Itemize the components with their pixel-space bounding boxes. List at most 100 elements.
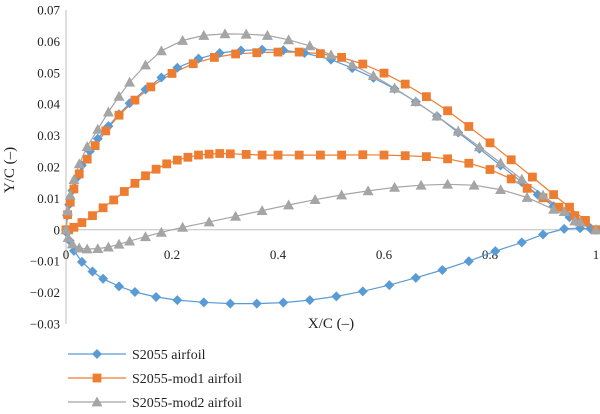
data-point — [559, 223, 570, 234]
data-point — [114, 110, 124, 120]
series-line-2 — [65, 51, 597, 231]
data-point — [389, 181, 401, 192]
data-point — [574, 216, 586, 227]
data-point — [241, 150, 251, 159]
data-point — [124, 76, 136, 87]
data-point — [565, 202, 574, 212]
data-point — [151, 164, 161, 174]
data-point — [410, 96, 422, 107]
data-point — [69, 222, 79, 232]
data-point — [278, 297, 289, 308]
data-point — [337, 53, 346, 62]
y-tick-label: 0.04 — [37, 97, 60, 112]
data-point — [485, 165, 495, 174]
data-point — [62, 205, 74, 216]
data-point — [537, 189, 549, 200]
y-tick-labels: −0.03 −0.02 −0.01 0 0.01 0.02 0.03 0.04 0.05 0.06… — [30, 3, 61, 332]
data-point — [443, 106, 452, 116]
data-point — [114, 281, 124, 292]
x-tick-label: 0.2 — [164, 247, 180, 262]
data-point — [64, 189, 76, 200]
data-point — [389, 82, 401, 93]
data-point — [452, 125, 464, 136]
data-point — [256, 205, 268, 216]
data-point — [203, 216, 215, 227]
data-point — [146, 82, 156, 92]
data-point — [177, 34, 189, 45]
data-point — [464, 158, 474, 168]
data-point — [590, 224, 600, 235]
data-point — [379, 68, 389, 78]
y-tick-label: 0.07 — [37, 3, 60, 18]
x-tick-label: 0.4 — [270, 247, 287, 262]
data-point — [215, 149, 225, 158]
data-point — [240, 28, 252, 39]
data-point — [331, 291, 342, 302]
data-point — [431, 110, 443, 121]
data-point — [309, 194, 321, 205]
data-point — [231, 49, 240, 59]
data-point — [113, 90, 125, 101]
data-point — [283, 34, 295, 45]
data-point — [548, 203, 560, 214]
y-tick-label: −0.02 — [30, 285, 60, 300]
data-point — [69, 184, 79, 194]
data-point — [506, 155, 516, 165]
series-markers — [60, 28, 600, 309]
legend-entry: S2055 airfoil — [68, 348, 206, 363]
data-point — [124, 235, 136, 246]
data-point — [443, 154, 452, 164]
data-point — [101, 126, 111, 136]
data-point — [140, 231, 151, 242]
data-point — [490, 246, 501, 257]
data-point — [92, 133, 103, 144]
data-point — [98, 203, 108, 213]
data-point — [141, 171, 150, 181]
data-point — [140, 59, 151, 70]
series-markers-2 — [61, 47, 600, 235]
data-point — [528, 172, 537, 182]
data-point — [357, 286, 368, 297]
data-point — [294, 150, 304, 160]
data-point — [521, 191, 533, 202]
data-point — [273, 47, 283, 57]
x-tick-label: 1 — [593, 247, 600, 262]
data-point — [464, 122, 474, 131]
data-point — [273, 150, 283, 160]
data-point — [65, 197, 75, 207]
data-point — [210, 53, 219, 62]
data-point — [76, 256, 87, 267]
data-point — [522, 183, 532, 193]
legend-label: S2055-mod1 airfoil — [132, 372, 242, 387]
data-point — [442, 178, 454, 189]
data-point — [410, 272, 421, 283]
data-point — [516, 173, 528, 184]
data-point — [346, 59, 358, 70]
data-point — [225, 149, 235, 159]
data-point — [379, 150, 389, 160]
data-point — [468, 179, 480, 190]
x-tick-label: 0 — [63, 247, 70, 262]
data-point — [506, 174, 516, 184]
data-point — [198, 29, 210, 40]
data-point — [130, 95, 140, 105]
data-point — [384, 280, 395, 291]
data-point — [554, 202, 564, 212]
data-point — [87, 266, 98, 277]
data-point — [422, 152, 431, 162]
data-point — [102, 241, 114, 252]
data-point — [73, 158, 85, 169]
data-point — [294, 47, 304, 57]
data-point — [358, 59, 368, 69]
data-point — [283, 199, 295, 210]
data-point — [74, 169, 84, 179]
data-point — [98, 273, 109, 284]
data-point — [156, 72, 167, 83]
data-point — [62, 232, 74, 243]
series-lines — [65, 33, 597, 305]
data-point — [304, 295, 315, 306]
data-point — [177, 221, 189, 232]
data-point — [151, 291, 162, 302]
data-point — [155, 45, 167, 56]
